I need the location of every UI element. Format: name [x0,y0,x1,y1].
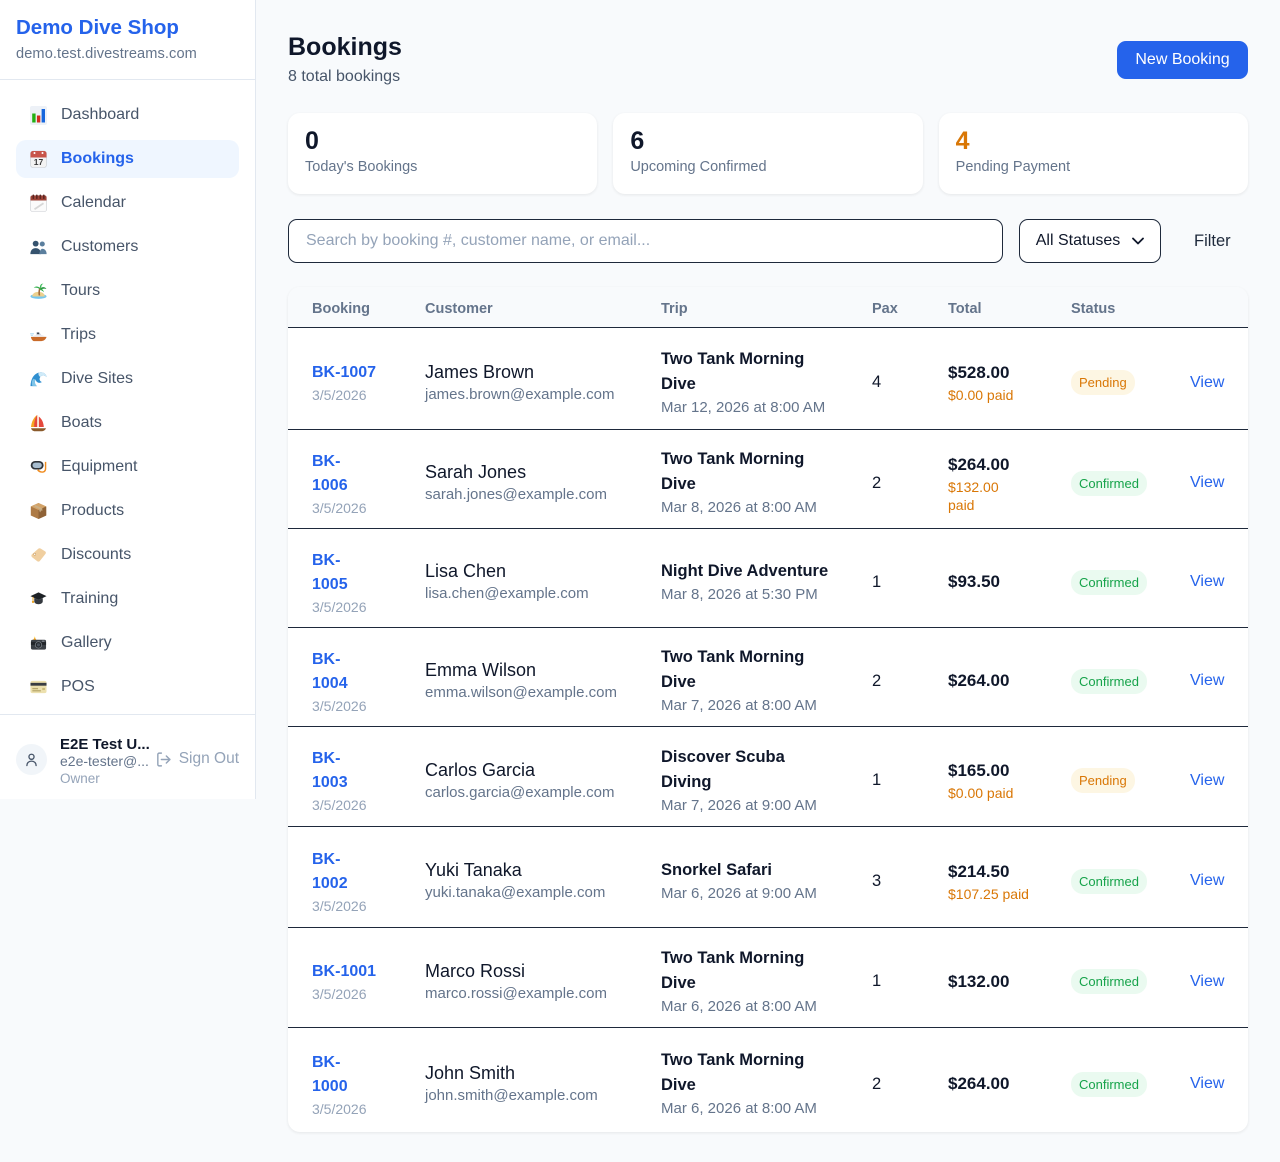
svg-text:17: 17 [34,157,44,167]
